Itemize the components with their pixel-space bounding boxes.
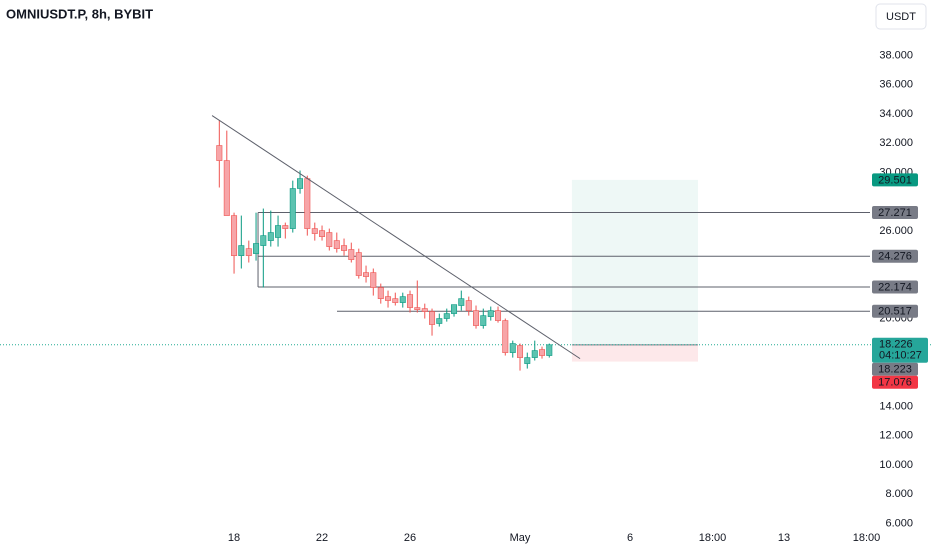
candle-body xyxy=(245,248,252,256)
stop-label-box xyxy=(872,375,918,389)
level-label: 22.174 xyxy=(878,281,912,293)
entry-label-box xyxy=(872,362,918,376)
candle-body xyxy=(355,252,362,276)
y-tick-label: 34.000 xyxy=(879,108,913,120)
candle-body xyxy=(341,245,348,251)
target-label: 29.501 xyxy=(878,174,912,186)
candle-body xyxy=(465,300,472,311)
candle-body xyxy=(377,287,384,299)
candle-body xyxy=(414,307,421,310)
candle-body xyxy=(392,298,399,303)
candle-body xyxy=(502,320,509,353)
candle-body xyxy=(531,350,538,358)
candle-body xyxy=(326,232,333,247)
y-tick-label: 36.000 xyxy=(879,79,913,91)
candle-body xyxy=(333,240,340,249)
candle-body xyxy=(399,296,406,303)
stop-label: 17.076 xyxy=(878,377,912,389)
target-zone xyxy=(571,179,698,345)
countdown-label: 04:10:27 xyxy=(879,350,922,362)
candle-body xyxy=(253,243,260,254)
last-price-box xyxy=(872,337,928,363)
level-label: 24.276 xyxy=(878,251,912,263)
x-tick-label: 6 xyxy=(627,532,633,544)
candle-body xyxy=(473,310,480,326)
y-tick-label: 26.000 xyxy=(879,225,913,237)
candle-body xyxy=(297,178,304,189)
candle-body xyxy=(267,232,274,241)
candle-body xyxy=(487,310,494,317)
x-tick-label: 18:00 xyxy=(699,532,727,544)
candle-body xyxy=(275,225,282,238)
candle-body xyxy=(385,296,392,301)
candle-body xyxy=(421,308,428,312)
candle-body xyxy=(458,298,465,306)
y-tick-label: 8.000 xyxy=(885,488,913,500)
candle-body xyxy=(495,310,502,321)
y-tick-label: 6.000 xyxy=(885,517,913,529)
level-label: 27.271 xyxy=(878,207,912,219)
candle-body xyxy=(319,230,326,237)
candle-body xyxy=(429,311,436,325)
level-label-box xyxy=(872,304,918,318)
chart-title: OMNIUSDT.P, 8h, BYBIT xyxy=(6,6,153,21)
x-tick-label: May xyxy=(510,532,531,544)
currency-button[interactable] xyxy=(875,3,927,30)
candle-body xyxy=(480,315,487,326)
candle-body xyxy=(282,225,289,229)
candle-body xyxy=(407,294,414,308)
level-label-box xyxy=(872,205,918,219)
candle-body xyxy=(223,160,230,216)
candle-body xyxy=(524,357,531,364)
x-tick-label: 18 xyxy=(228,532,240,544)
level-label-box xyxy=(872,249,918,263)
entry-label: 18.223 xyxy=(878,364,912,376)
last-price-label: 18.226 xyxy=(879,339,913,351)
y-tick-label: 14.000 xyxy=(879,400,913,412)
candle-body xyxy=(539,349,546,356)
candle-body xyxy=(546,344,553,356)
y-tick-label: 38.000 xyxy=(879,49,913,61)
candle-body xyxy=(216,145,223,161)
candle-body xyxy=(289,188,296,229)
x-tick-label: 26 xyxy=(404,532,416,544)
currency-label[interactable]: USDT xyxy=(886,11,916,23)
candle-body xyxy=(370,272,377,288)
y-tick-label: 12.000 xyxy=(879,430,913,442)
x-tick-label: 18:00 xyxy=(853,532,881,544)
level-label-box xyxy=(872,280,918,294)
candle-body xyxy=(304,178,311,229)
level-label: 20.517 xyxy=(878,306,912,318)
y-tick-label: 10.000 xyxy=(879,459,913,471)
target-label-box xyxy=(872,173,918,187)
trendline xyxy=(211,115,581,360)
y-tick-label: 32.000 xyxy=(879,137,913,149)
candle-body xyxy=(363,272,370,277)
candle-body xyxy=(311,228,318,234)
candle-body xyxy=(260,235,267,246)
candle-body xyxy=(443,313,450,319)
candle-body xyxy=(231,215,238,256)
x-tick-label: 13 xyxy=(778,532,790,544)
stop-zone xyxy=(571,344,698,362)
candle-body xyxy=(517,345,524,358)
candle-body xyxy=(436,318,443,324)
candle-body xyxy=(509,343,516,353)
candle-body xyxy=(348,249,355,260)
candle-body xyxy=(238,245,245,256)
x-tick-label: 22 xyxy=(316,532,328,544)
candle-body xyxy=(451,304,458,314)
